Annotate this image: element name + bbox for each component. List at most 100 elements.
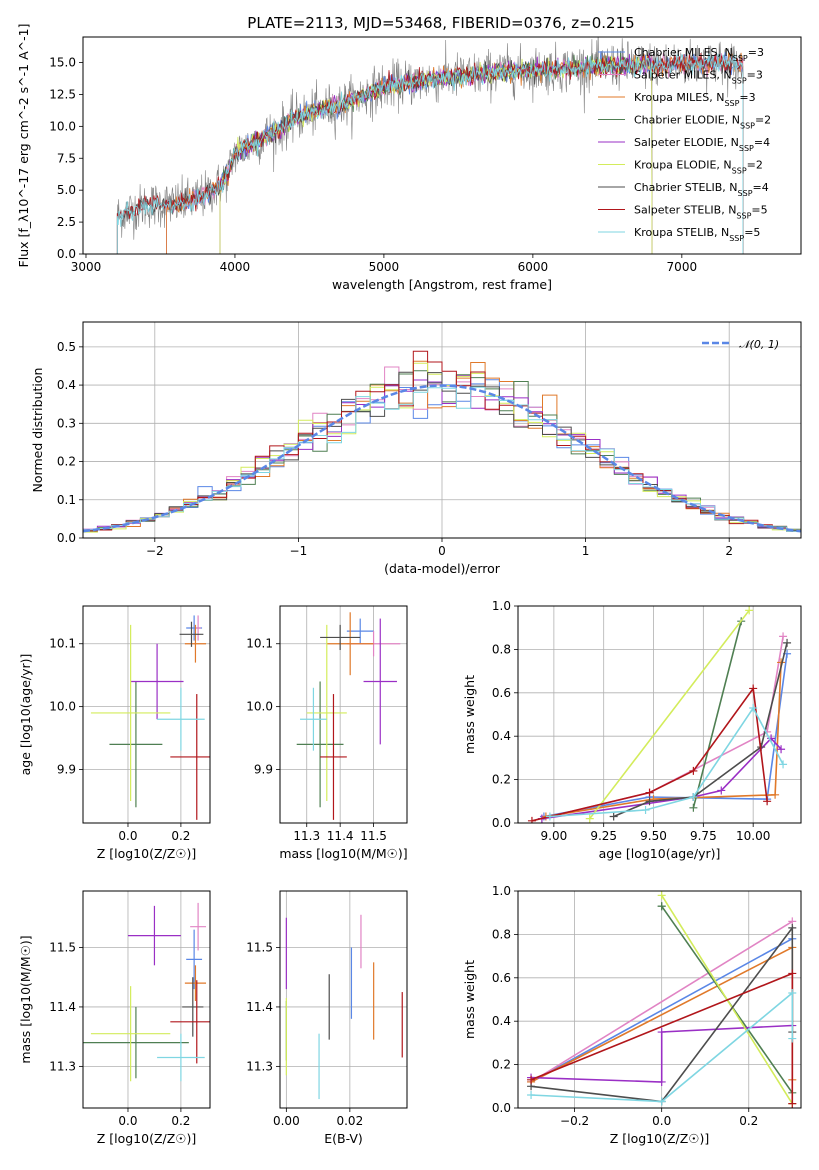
y-tick-label: 0.4 bbox=[492, 1014, 511, 1028]
y-tick-label: 9.9 bbox=[57, 763, 76, 777]
weight-marker bbox=[779, 632, 788, 641]
y-axis-label: Flux [f_λ10^-17 erg cm^-2 s^-1 A^-1] bbox=[16, 24, 31, 268]
y-tick-label: 0.0 bbox=[57, 531, 76, 545]
x-tick-label: −0.2 bbox=[560, 1114, 589, 1128]
y-tick-label: 0.8 bbox=[492, 927, 511, 941]
errorbar-kroupa-stelib bbox=[157, 687, 205, 751]
axes-frame bbox=[82, 605, 211, 824]
axes-frame bbox=[82, 890, 211, 1109]
legend-label: Salpeter STELIB, NSSP=5 bbox=[634, 204, 768, 221]
weight-line-chabrier-miles bbox=[530, 937, 793, 1083]
axes-frame bbox=[82, 36, 802, 255]
x-tick-label: 0.0 bbox=[118, 829, 137, 843]
weight-marker bbox=[788, 1099, 797, 1108]
model-line-chabrier-stelib bbox=[116, 45, 744, 254]
weight-marker bbox=[689, 766, 698, 775]
legend-label: Chabrier MILES, NSSP=3 bbox=[634, 46, 764, 63]
x-tick-label: 3000 bbox=[71, 260, 102, 274]
axes-frame bbox=[517, 890, 802, 1109]
y-tick-label: 11.5 bbox=[246, 940, 273, 954]
x-tick-label: −2 bbox=[146, 544, 164, 558]
x-axis-label: E(B-V) bbox=[324, 1131, 363, 1146]
normal-curve bbox=[83, 384, 801, 533]
axes-frame bbox=[279, 605, 408, 824]
weight-marker bbox=[527, 1090, 536, 1099]
weight-marker bbox=[585, 814, 594, 823]
x-axis-label: age [log10(age/yr)] bbox=[599, 846, 721, 861]
y-tick-label: 5.0 bbox=[57, 183, 76, 197]
legend-label: 𝒩(0, 1) bbox=[739, 338, 779, 351]
plot-area bbox=[527, 891, 797, 1108]
y-tick-label: 0.0 bbox=[492, 1101, 511, 1115]
weight-marker bbox=[545, 812, 554, 821]
errorbar-kroupa-miles bbox=[184, 965, 207, 1001]
panel-mass-vs-reddening: 0.00 0.02 11.3 11.4 11.5 E(B-V) bbox=[246, 890, 408, 1146]
legend-label: Chabrier STELIB, NSSP=4 bbox=[634, 181, 769, 198]
weight-line-kroupa-elodie bbox=[589, 609, 750, 820]
weight-marker bbox=[788, 988, 797, 997]
x-tick-label: −1 bbox=[290, 544, 308, 558]
y-tick-label: 11.4 bbox=[246, 1000, 273, 1014]
weight-marker bbox=[779, 760, 788, 769]
x-axis-label: Z [log10(Z/Z☉)] bbox=[97, 846, 197, 861]
x-tick-label: 1 bbox=[582, 544, 590, 558]
y-tick-label: 0.6 bbox=[492, 971, 511, 985]
weight-line-chabrier-elodie bbox=[692, 621, 742, 808]
plot-area bbox=[285, 914, 403, 1100]
x-axis-label: (data-model)/error bbox=[384, 561, 501, 576]
errorbar-kroupa-elodie bbox=[306, 624, 347, 801]
x-tick-label: 4000 bbox=[220, 260, 251, 274]
y-tick-label: 0.3 bbox=[57, 416, 76, 430]
x-tick-label: 0.00 bbox=[273, 1114, 300, 1128]
weight-marker bbox=[609, 812, 618, 821]
plot-area bbox=[116, 37, 744, 254]
errorbar-chabrier-elodie bbox=[109, 681, 163, 808]
legend-label: Chabrier ELODIE, NSSP=2 bbox=[634, 114, 771, 131]
weight-marker bbox=[657, 1097, 666, 1106]
weight-marker bbox=[783, 638, 792, 647]
errorbar-kroupa-stelib bbox=[300, 687, 327, 751]
plot-area bbox=[90, 615, 210, 820]
y-tick-label: 10.1 bbox=[246, 637, 273, 651]
model-line-kroupa-stelib bbox=[116, 53, 744, 254]
y-tick-label: 10.0 bbox=[49, 119, 76, 133]
y-tick-label: 11.3 bbox=[246, 1059, 273, 1073]
weight-marker bbox=[717, 786, 726, 795]
weight-line-salpeter-miles bbox=[530, 920, 793, 1083]
x-tick-label: 6000 bbox=[518, 260, 549, 274]
x-tick-label: 9.50 bbox=[640, 829, 667, 843]
x-tick-label: 0.02 bbox=[336, 1114, 363, 1128]
x-tick-label: 0.2 bbox=[171, 829, 190, 843]
x-tick-label: 9.00 bbox=[541, 829, 568, 843]
weight-line-salpeter-miles bbox=[541, 636, 784, 820]
y-tick-label: 10.1 bbox=[49, 637, 76, 651]
errorbar-salpeter-elodie bbox=[130, 643, 184, 720]
errorbar-kroupa-elodie bbox=[90, 986, 171, 1082]
y-tick-label: 10.0 bbox=[246, 700, 273, 714]
x-tick-label: 11.4 bbox=[327, 829, 354, 843]
legend-label: Kroupa ELODIE, NSSP=2 bbox=[634, 159, 763, 176]
weight-marker bbox=[777, 745, 786, 754]
weight-marker bbox=[657, 891, 666, 900]
errorbar-salpeter-elodie bbox=[127, 905, 181, 966]
errorbar-chabrier-stelib bbox=[320, 624, 361, 651]
weight-line-kroupa-miles bbox=[545, 662, 782, 818]
y-tick-label: 11.4 bbox=[49, 1000, 76, 1014]
y-tick-label: 7.5 bbox=[57, 151, 76, 165]
x-tick-label: 11.5 bbox=[360, 829, 387, 843]
y-tick-label: 0.4 bbox=[492, 729, 511, 743]
errorbar-chabrier-elodie bbox=[296, 681, 344, 808]
weight-marker bbox=[527, 1075, 536, 1084]
errorbar-chabrier-miles bbox=[346, 618, 374, 644]
legend: 𝒩(0, 1) bbox=[702, 338, 779, 351]
errorbar-kroupa-elodie bbox=[90, 624, 171, 801]
y-tick-label: 11.3 bbox=[49, 1059, 76, 1073]
y-tick-label: 11.5 bbox=[49, 940, 76, 954]
x-tick-label: 7000 bbox=[667, 260, 698, 274]
weight-marker bbox=[763, 797, 772, 806]
plot-area bbox=[296, 612, 401, 820]
panel-mass-vs-metallicity: 0.0 0.2 11.3 11.4 11.5 Z [log10(Z/Z☉)] mass [l… bbox=[18, 890, 211, 1146]
weight-marker bbox=[689, 792, 698, 801]
x-axis-label: Z [log10(Z/Z☉)] bbox=[610, 1131, 710, 1146]
